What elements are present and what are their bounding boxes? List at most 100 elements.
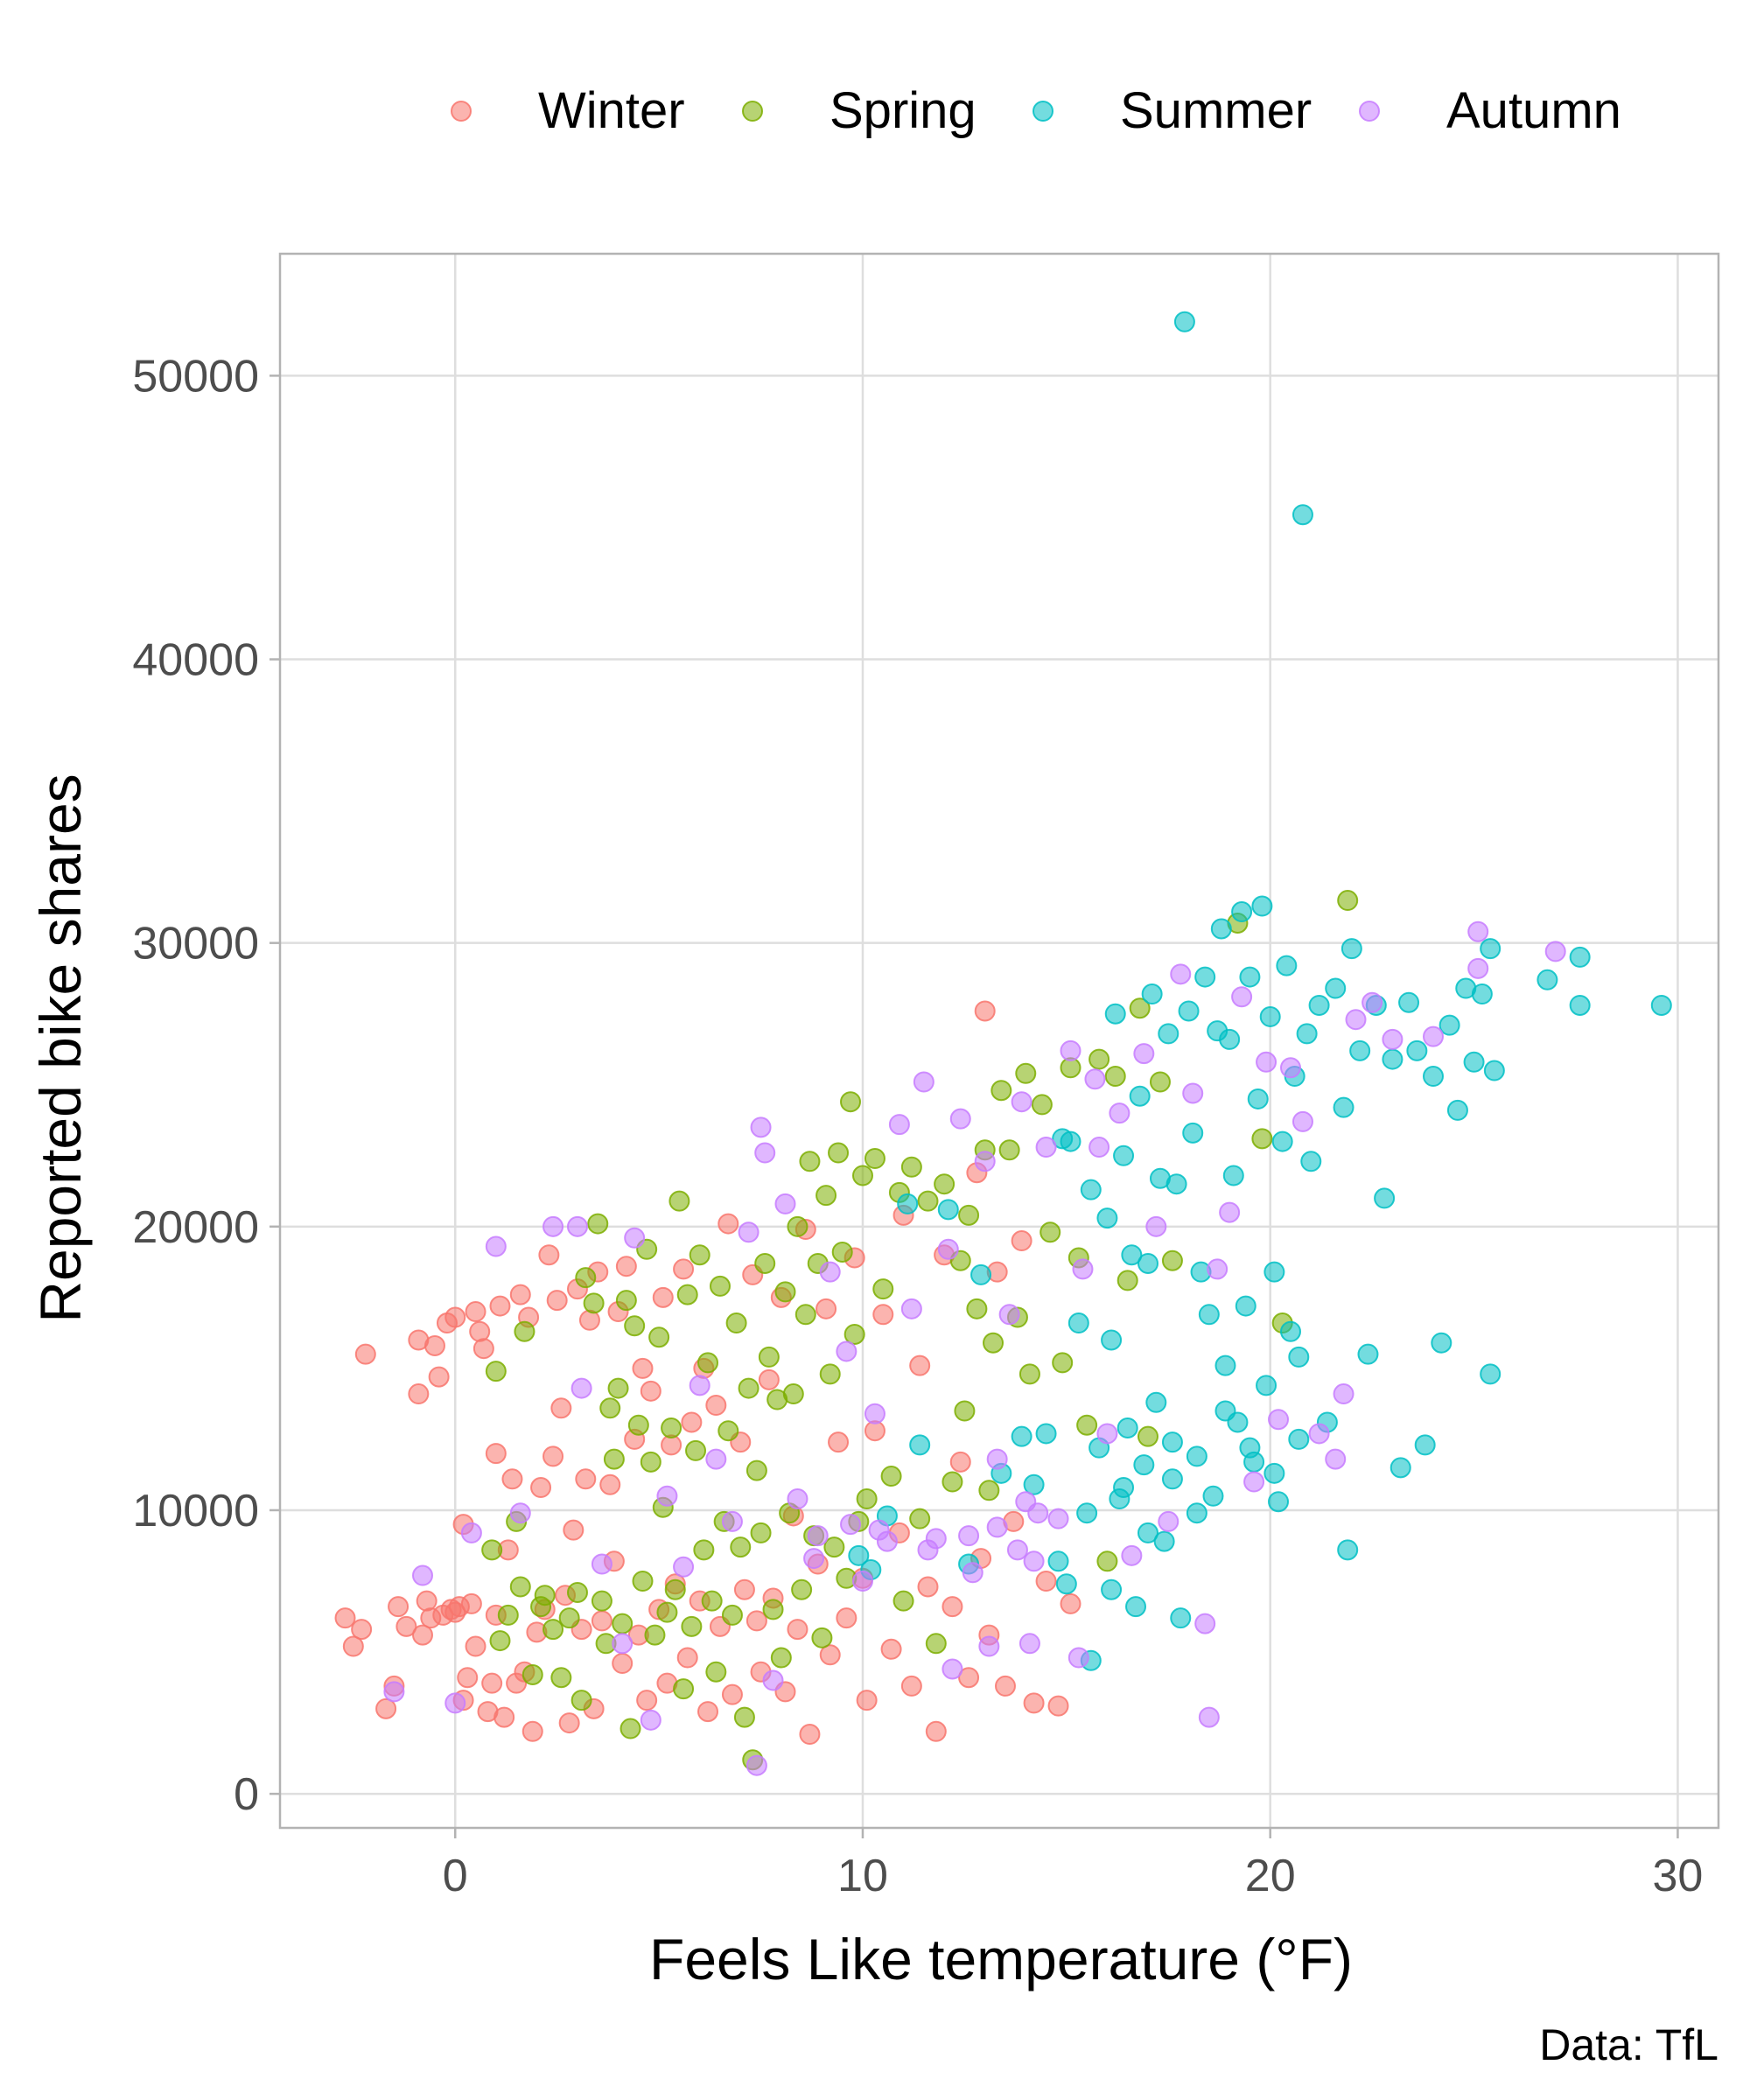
data-point (522, 1663, 543, 1685)
data-point (1149, 1071, 1171, 1093)
data-point (481, 1672, 503, 1694)
data-point (836, 1340, 858, 1362)
data-point (509, 1502, 531, 1524)
data-point (1243, 1471, 1265, 1493)
data-point (978, 1480, 1000, 1502)
data-point (656, 1601, 678, 1623)
data-point (1035, 1137, 1057, 1158)
data-point (942, 1471, 963, 1493)
data-point (522, 1720, 543, 1742)
data-point (689, 1244, 710, 1266)
data-point (615, 1256, 637, 1278)
data-point (1438, 1014, 1460, 1036)
x-tick-label: 10 (837, 1851, 888, 1901)
data-point (1096, 1208, 1118, 1229)
data-point (1088, 1137, 1110, 1158)
data-point (624, 1227, 646, 1249)
data-point (782, 1383, 804, 1405)
legend-label: Spring (830, 82, 976, 139)
data-point (1052, 1352, 1074, 1374)
data-point (1345, 1009, 1367, 1031)
data-point (1446, 1099, 1468, 1121)
data-point (1247, 1088, 1269, 1110)
legend-label: Summer (1120, 82, 1312, 139)
y-tick-label: 0 (234, 1769, 259, 1820)
legend-key (742, 101, 763, 122)
data-point (1202, 1485, 1224, 1507)
data-point (1480, 1363, 1502, 1385)
data-point (934, 1173, 956, 1195)
data-point (1214, 1354, 1236, 1376)
data-point (472, 1338, 494, 1360)
data-point (673, 1678, 695, 1700)
data-point (1569, 994, 1591, 1016)
data-point (1170, 963, 1192, 985)
data-point (1569, 946, 1591, 968)
data-point (836, 1607, 858, 1629)
data-point (538, 1244, 560, 1266)
data-point (816, 1298, 837, 1320)
data-point (457, 1667, 479, 1689)
data-point (612, 1652, 634, 1674)
data-point (664, 1578, 686, 1600)
data-points (334, 311, 1672, 1776)
data-point (1214, 1400, 1236, 1422)
x-axis: 0 10 20 30 (443, 1828, 1704, 1901)
data-point (913, 1071, 934, 1093)
x-tick-label: 30 (1653, 1851, 1704, 1901)
data-point (1431, 1332, 1452, 1354)
data-point (485, 1443, 507, 1465)
y-tick-label: 40000 (132, 635, 259, 686)
data-point (460, 1522, 482, 1544)
data-point (1125, 1596, 1147, 1618)
data-point (1340, 938, 1362, 960)
data-point (1276, 955, 1298, 976)
data-point (966, 1298, 988, 1320)
data-point (787, 1488, 808, 1509)
data-point (1145, 1391, 1167, 1413)
data-point (1158, 1510, 1180, 1532)
data-point (388, 1596, 410, 1618)
data-point (1047, 1508, 1069, 1530)
data-point (1113, 1144, 1135, 1166)
data-point (652, 1286, 674, 1308)
data-point (485, 1236, 507, 1257)
data-point (1170, 1607, 1192, 1629)
y-axis: 0 10000 20000 30000 40000 50000 (132, 351, 280, 1820)
data-point (1161, 1468, 1183, 1490)
y-tick-label: 50000 (132, 351, 259, 402)
data-point (721, 1684, 743, 1705)
data-point (1382, 1028, 1404, 1050)
data-point (1018, 1633, 1040, 1655)
data-point (868, 1519, 890, 1541)
data-point (1279, 1057, 1301, 1079)
data-point (954, 1400, 976, 1422)
data-point (1158, 1023, 1180, 1045)
data-point (591, 1590, 612, 1612)
data-point (351, 1619, 373, 1641)
data-point (570, 1377, 592, 1399)
legend-item-summer: Summer (1032, 82, 1312, 139)
data-point (1035, 1423, 1057, 1445)
data-point (444, 1306, 466, 1328)
data-point (1104, 1003, 1126, 1025)
data-point (990, 1080, 1012, 1102)
data-point (816, 1185, 837, 1207)
data-point (587, 1213, 609, 1235)
data-point (1182, 1122, 1204, 1144)
data-point (1325, 977, 1347, 999)
data-point (888, 1114, 910, 1136)
data-point (978, 1635, 1000, 1657)
data-point (1467, 957, 1489, 979)
data-point (566, 1581, 588, 1603)
data-point (1362, 991, 1383, 1013)
data-point (1251, 1128, 1273, 1150)
data-point (864, 1148, 886, 1170)
data-point (1207, 1258, 1228, 1280)
data-point (840, 1514, 862, 1536)
data-point (949, 1108, 971, 1130)
data-point (811, 1627, 833, 1648)
data-point (412, 1564, 434, 1586)
data-point (465, 1301, 486, 1323)
